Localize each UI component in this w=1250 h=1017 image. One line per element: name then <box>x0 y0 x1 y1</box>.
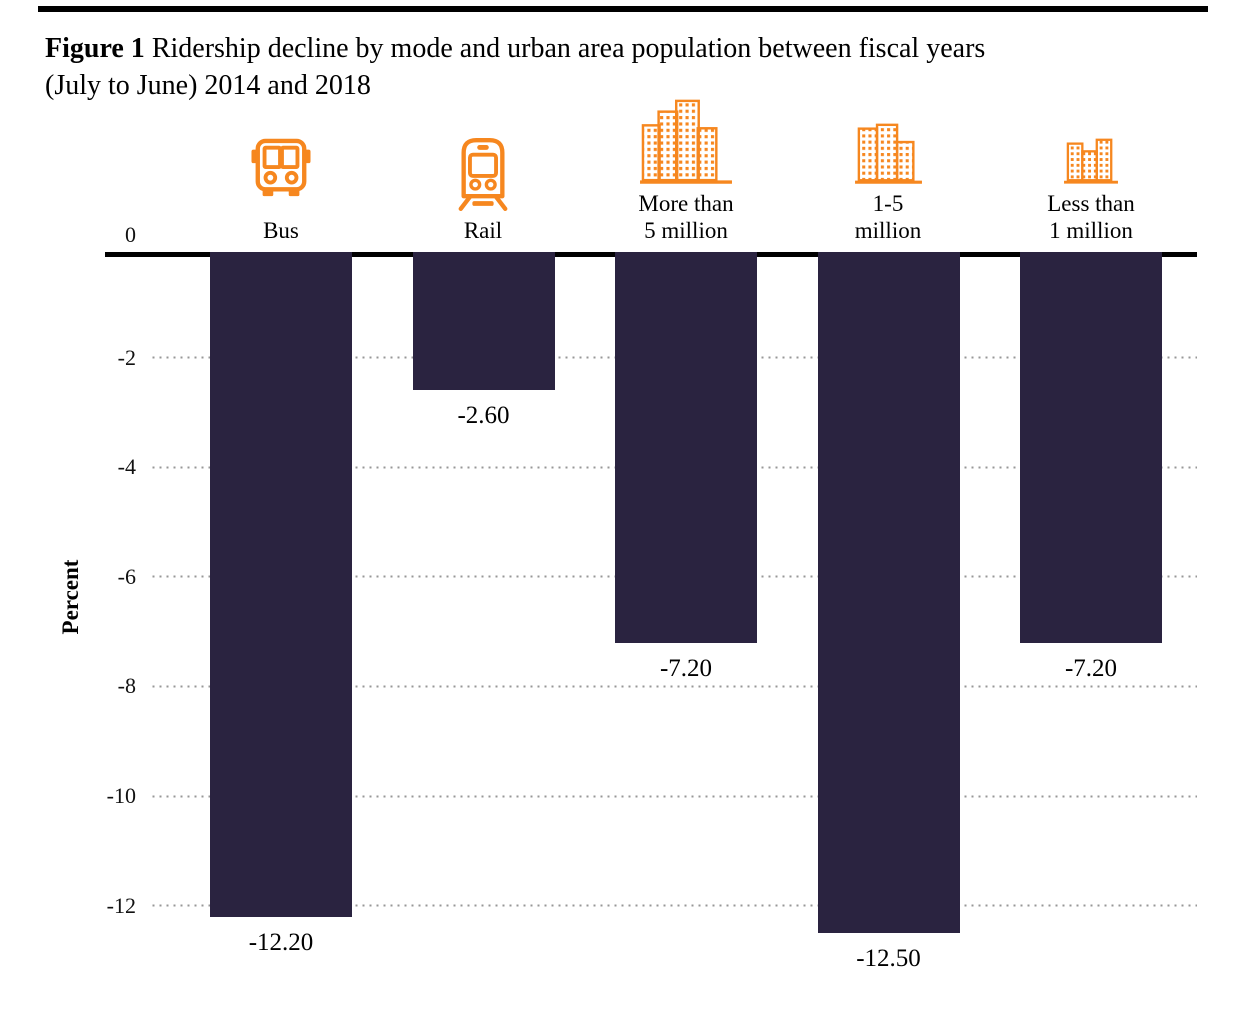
y-tick-label: -8 <box>117 673 136 699</box>
figure-title-line2: (July to June) 2014 and 2018 <box>45 70 371 101</box>
column-label-more-than-5-million: More than 5 million <box>638 191 734 243</box>
bar-value-label: -2.60 <box>403 402 564 431</box>
figure-top-rule <box>38 6 1208 12</box>
column-label-1-5-million: 1-5 million <box>854 191 922 243</box>
column-header-1-5-million: 1-5 million <box>787 96 989 244</box>
city-medium-icon <box>854 123 922 184</box>
column-label-rail: Rail <box>463 218 503 243</box>
bar <box>210 252 352 917</box>
column-label-bus: Bus <box>263 218 299 243</box>
column-header-rail: Rail <box>382 96 584 244</box>
bar <box>1020 252 1162 643</box>
column-label-less-than-1-million: Less than 1 million <box>1047 191 1135 243</box>
bus-icon <box>251 138 311 197</box>
bar <box>615 252 757 643</box>
figure-title-line1: Figure 1 Ridership decline by mode and u… <box>45 30 1225 67</box>
gridline <box>150 794 1197 798</box>
city-small-icon <box>1064 138 1118 184</box>
bar-value-label: -12.50 <box>808 945 969 973</box>
y-tick-label: -12 <box>106 892 136 918</box>
column-header-bus: Bus <box>180 96 382 244</box>
gridline <box>150 904 1197 908</box>
figure-number-label: Figure 1 <box>45 33 145 64</box>
y-tick-label: -10 <box>106 783 136 808</box>
column-label-box: 1-5 million <box>855 190 921 244</box>
y-tick-label: -2 <box>117 344 136 370</box>
column-header-less-than-1-million: Less than 1 million <box>990 96 1192 244</box>
city-large-icon <box>640 99 732 184</box>
rail-icon <box>458 137 508 211</box>
column-label-box: Rail <box>464 190 502 244</box>
y-axis-title: Percent <box>58 559 83 635</box>
column-label-box: Less than 1 million <box>1047 190 1135 244</box>
y-tick-label: -6 <box>117 563 136 589</box>
column-header-more-than-5-million: More than 5 million <box>585 96 787 244</box>
column-label-box: Bus <box>263 190 299 244</box>
bar-value-label: -12.20 <box>201 928 361 957</box>
gridline <box>150 684 1197 688</box>
bar-value-label: -7.20 <box>1011 654 1171 683</box>
column-label-box: More than 5 million <box>638 190 733 244</box>
bar <box>817 252 960 933</box>
figure-title-text: Ridership decline by mode and urban area… <box>144 33 986 64</box>
bar-value-label: -7.20 <box>606 654 766 683</box>
y-tick-label: 0 <box>125 222 136 247</box>
bar <box>412 252 555 391</box>
figure-title: Figure 1 Ridership decline by mode and u… <box>45 30 1225 104</box>
y-tick-label: -4 <box>117 454 136 480</box>
